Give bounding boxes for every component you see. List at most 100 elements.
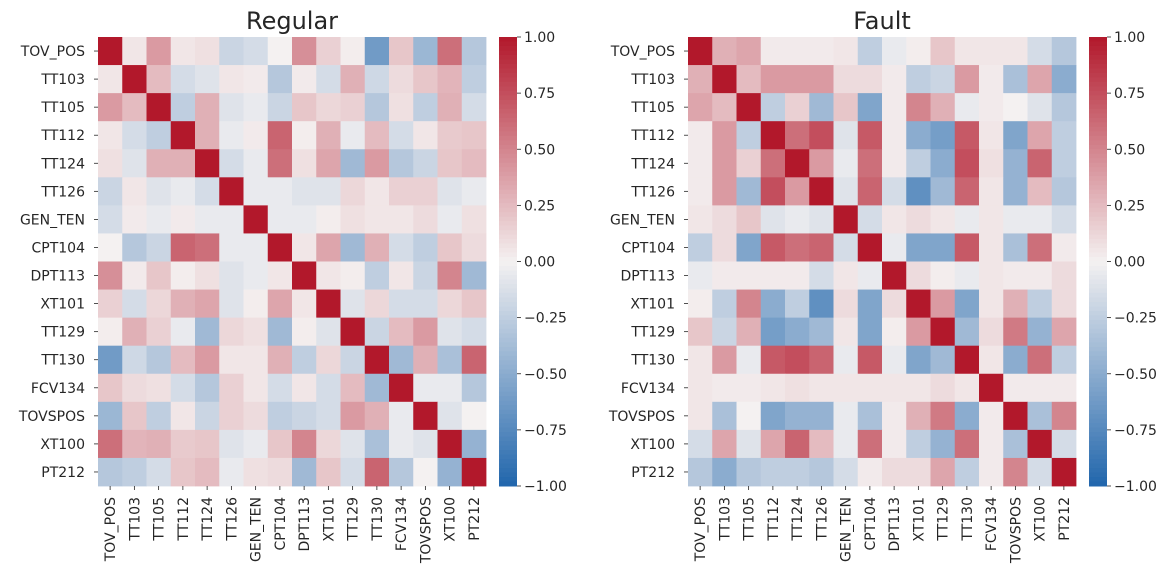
heatmap-cell xyxy=(785,149,810,178)
x-tick-label: XT101 xyxy=(321,497,337,542)
heatmap-cell xyxy=(954,401,980,431)
heatmap-cell xyxy=(1027,289,1053,319)
colorbar-segment xyxy=(1089,265,1107,271)
y-tick-label: GEN_TEN xyxy=(20,212,85,228)
heatmap-cell xyxy=(364,401,390,431)
colorbar-segment xyxy=(499,243,517,249)
heatmap-cell xyxy=(316,457,341,487)
colorbar-segment xyxy=(499,306,517,312)
colorbar-segment xyxy=(499,283,517,289)
heatmap-cell xyxy=(906,289,931,319)
colorbar-segment xyxy=(1089,144,1107,150)
colorbar-segment xyxy=(1089,297,1107,303)
heatmap-cell xyxy=(1051,317,1077,347)
heatmap-cell xyxy=(219,93,244,122)
heatmap-cell xyxy=(712,345,737,375)
y-tick-label: TOVSPOS xyxy=(18,409,85,425)
heatmap-cell xyxy=(736,345,762,375)
heatmap-cell xyxy=(316,177,341,206)
y-tick-label: XT101 xyxy=(630,297,675,313)
colorbar-segment xyxy=(499,454,517,460)
heatmap-cell xyxy=(930,401,956,431)
heatmap-cell xyxy=(389,373,414,403)
heatmap-cell xyxy=(882,401,907,431)
colorbar-segment xyxy=(1089,131,1107,137)
heatmap-cell xyxy=(785,289,810,319)
heatmap-cell xyxy=(833,121,859,150)
heatmap-cell xyxy=(98,317,123,347)
heatmap-cell xyxy=(930,289,956,319)
colorbar-segment xyxy=(499,113,517,119)
colorbar: 1.00 0.75 0.50 0.25 0.00 −0.25 −0.50 −0.75 −1.00 xyxy=(499,30,567,495)
heatmap-cell xyxy=(688,261,713,290)
colorbar-segment xyxy=(499,104,517,110)
heatmap-cell xyxy=(413,317,438,347)
colorbar-segment xyxy=(1089,99,1107,105)
colorbar-tick-label: 0.00 xyxy=(524,255,555,271)
heatmap-cell xyxy=(195,373,220,403)
heatmap-cell xyxy=(292,345,317,375)
heatmap-cell xyxy=(219,373,244,403)
heatmap-cell xyxy=(712,93,737,122)
colorbar-segment xyxy=(1089,77,1107,83)
heatmap-cell xyxy=(413,457,438,487)
heatmap-cell xyxy=(122,289,147,319)
heatmap-cell xyxy=(954,289,980,319)
heatmap-cell xyxy=(292,65,317,94)
heatmap-cell xyxy=(292,429,317,459)
colorbar-segment xyxy=(1089,176,1107,182)
colorbar-tick-label: 1.00 xyxy=(524,30,555,46)
heatmap-cell xyxy=(760,149,786,178)
heatmap-cell xyxy=(954,457,980,487)
heatmap-cell xyxy=(437,93,463,122)
heatmap-cell xyxy=(292,177,317,206)
heatmap-cell xyxy=(122,261,147,290)
colorbar-segment xyxy=(499,257,517,262)
heatmap-cell xyxy=(98,457,123,487)
heatmap-cell xyxy=(1027,429,1053,459)
heatmap-cell xyxy=(857,373,883,403)
heatmap-cell xyxy=(292,457,317,487)
heatmap-cell xyxy=(1027,121,1053,150)
heatmap-cell xyxy=(712,429,737,459)
heatmap-cell xyxy=(219,205,244,234)
heatmap-cell xyxy=(906,317,931,347)
heatmap-cell xyxy=(930,317,956,347)
y-tick-label: DPT113 xyxy=(31,269,86,285)
heatmap-cell xyxy=(122,317,147,347)
y-tick-label: TT129 xyxy=(630,325,675,341)
heatmap-cell xyxy=(1027,93,1053,122)
colorbar-segment xyxy=(1089,221,1107,227)
heatmap-cell xyxy=(267,37,293,66)
y-tick-label: XT100 xyxy=(40,437,85,453)
heatmap-cell xyxy=(1051,205,1077,234)
heatmap-cell xyxy=(267,429,293,459)
colorbar-tick-label: 0.00 xyxy=(1114,255,1145,271)
y-tick-label: XT101 xyxy=(40,297,85,313)
heatmap-cell xyxy=(219,261,244,290)
heatmap-cell xyxy=(979,261,1004,290)
heatmap-cell xyxy=(364,121,390,150)
y-tick-label: TT105 xyxy=(630,100,675,116)
heatmap-cell xyxy=(219,457,244,487)
heatmap-cell xyxy=(833,261,859,290)
colorbar-segment xyxy=(499,68,517,74)
heatmap-cell xyxy=(243,429,269,459)
heatmap-cell xyxy=(243,261,269,290)
heatmap-cell xyxy=(857,65,883,94)
heatmap-cell xyxy=(267,93,293,122)
heatmap-cell xyxy=(267,289,293,319)
colorbar-segment xyxy=(1089,54,1107,60)
heatmap-cell xyxy=(809,205,834,234)
x-tick-label: TT112 xyxy=(766,497,782,542)
colorbar-segment xyxy=(1089,355,1107,361)
colorbar-segment xyxy=(1089,63,1107,69)
heatmap-cell xyxy=(979,457,1004,487)
colorbar-segment xyxy=(499,459,517,465)
heatmap-cell xyxy=(219,149,244,178)
colorbar-tick-label: −0.75 xyxy=(1114,423,1157,439)
heatmap-cell xyxy=(195,177,220,206)
heatmap-cell xyxy=(712,261,737,290)
colorbar-segment xyxy=(1089,445,1107,451)
heatmap-cell xyxy=(267,233,293,262)
